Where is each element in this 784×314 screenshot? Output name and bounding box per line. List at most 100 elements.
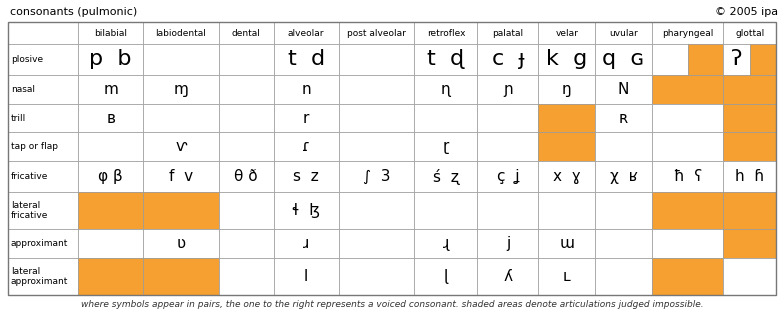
Text: k  g: k g: [546, 49, 587, 69]
Bar: [415, 133, 477, 161]
Bar: [78, 258, 143, 295]
Text: ɱ: ɱ: [173, 82, 188, 97]
Bar: [415, 192, 477, 229]
Bar: [652, 104, 724, 133]
Bar: [539, 22, 595, 44]
Bar: [724, 22, 776, 44]
Text: dental: dental: [232, 29, 260, 37]
Text: velar: velar: [555, 29, 579, 37]
Bar: [143, 192, 219, 229]
Bar: [595, 75, 652, 104]
Bar: [219, 133, 274, 161]
Bar: [539, 75, 595, 104]
Text: bilabial: bilabial: [94, 29, 127, 37]
Text: q  ɢ: q ɢ: [602, 49, 644, 69]
Bar: [8, 133, 78, 161]
Bar: [724, 258, 776, 295]
Text: ⱱ: ⱱ: [176, 139, 187, 154]
Bar: [477, 192, 539, 229]
Text: φ β: φ β: [98, 169, 123, 184]
Text: t  d: t d: [288, 49, 325, 69]
Bar: [652, 44, 688, 75]
Bar: [477, 161, 539, 192]
Bar: [143, 44, 219, 75]
Bar: [415, 258, 477, 295]
Bar: [219, 104, 274, 133]
Bar: [652, 192, 724, 229]
Bar: [8, 161, 78, 192]
Bar: [688, 44, 724, 75]
Bar: [274, 75, 339, 104]
Bar: [652, 258, 724, 295]
Bar: [8, 104, 78, 133]
Bar: [274, 22, 339, 44]
Text: ɭ: ɭ: [444, 269, 448, 284]
Text: l: l: [304, 269, 308, 284]
Bar: [78, 161, 143, 192]
Text: ɽ: ɽ: [443, 139, 449, 154]
Text: t  ɖ: t ɖ: [427, 49, 464, 69]
Text: ɹ: ɹ: [303, 236, 310, 251]
Text: ŋ: ŋ: [562, 82, 572, 97]
Bar: [8, 22, 776, 295]
Bar: [595, 133, 652, 161]
Text: tap or flap: tap or flap: [11, 142, 58, 151]
Bar: [8, 75, 78, 104]
Bar: [339, 229, 415, 258]
Bar: [274, 44, 339, 75]
Text: approximant: approximant: [11, 239, 68, 248]
Bar: [219, 75, 274, 104]
Bar: [339, 75, 415, 104]
Bar: [477, 104, 539, 133]
Text: lateral
fricative: lateral fricative: [11, 201, 49, 220]
Bar: [652, 22, 724, 44]
Text: θ ð: θ ð: [234, 169, 258, 184]
Text: j: j: [506, 236, 510, 251]
Text: plosive: plosive: [11, 55, 43, 64]
Text: palatal: palatal: [492, 29, 524, 37]
Text: ś  ʐ: ś ʐ: [433, 169, 459, 185]
Bar: [477, 229, 539, 258]
Bar: [143, 22, 219, 44]
Bar: [143, 229, 219, 258]
Text: c  ɟ: c ɟ: [492, 49, 524, 69]
Bar: [78, 133, 143, 161]
Bar: [8, 192, 78, 229]
Text: ʋ: ʋ: [176, 236, 186, 251]
Bar: [539, 104, 595, 133]
Text: ɻ: ɻ: [443, 236, 449, 251]
Text: ɬ  ɮ: ɬ ɮ: [292, 203, 320, 218]
Bar: [595, 104, 652, 133]
Text: ∫  3: ∫ 3: [363, 169, 390, 184]
Bar: [8, 229, 78, 258]
Text: p  b: p b: [89, 49, 132, 69]
Bar: [78, 192, 143, 229]
Text: ʀ: ʀ: [619, 111, 628, 126]
Bar: [143, 104, 219, 133]
Bar: [750, 44, 776, 75]
Bar: [78, 229, 143, 258]
Bar: [724, 104, 776, 133]
Bar: [219, 44, 274, 75]
Bar: [339, 258, 415, 295]
Text: s  z: s z: [293, 169, 319, 184]
Text: ħ  ʕ: ħ ʕ: [673, 169, 702, 184]
Bar: [415, 22, 477, 44]
Text: ç  ʝ: ç ʝ: [496, 169, 519, 184]
Bar: [143, 75, 219, 104]
Bar: [652, 75, 724, 104]
Bar: [595, 192, 652, 229]
Bar: [8, 258, 78, 295]
Text: lateral
approximant: lateral approximant: [11, 267, 68, 286]
Bar: [652, 229, 724, 258]
Text: ʔ: ʔ: [731, 49, 742, 69]
Bar: [539, 161, 595, 192]
Bar: [274, 104, 339, 133]
Bar: [539, 192, 595, 229]
Bar: [724, 75, 776, 104]
Text: © 2005 ipa: © 2005 ipa: [715, 7, 778, 17]
Bar: [219, 22, 274, 44]
Text: pharyngeal: pharyngeal: [662, 29, 713, 37]
Bar: [274, 133, 339, 161]
Bar: [477, 133, 539, 161]
